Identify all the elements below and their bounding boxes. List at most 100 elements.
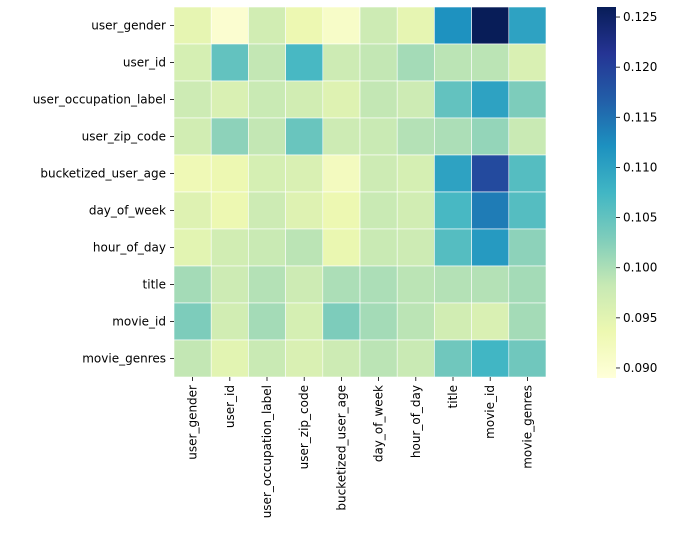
heatmap-cell [173, 43, 212, 82]
heatmap-cell [396, 228, 435, 267]
column-label: user_occupation_label [260, 385, 274, 518]
heatmap-cell [396, 43, 435, 82]
row-labels: user_gender user_id user_occupation_labelu… [33, 19, 174, 366]
row-label: title [143, 278, 166, 292]
colorbar-tick-label: 0.125 [623, 10, 657, 24]
colorbar-gradient [597, 7, 616, 378]
heatmap-cell [396, 6, 435, 45]
heatmap-cell [248, 339, 286, 378]
heatmap-cell [471, 80, 510, 119]
heatmap-cell [396, 154, 435, 193]
heatmap-cell [508, 302, 547, 341]
heatmap-cell [248, 228, 286, 267]
heatmap-cell [285, 43, 324, 82]
heatmap-cell [322, 6, 361, 45]
row-label: hour_of_day [93, 241, 166, 255]
heatmap-cell [322, 228, 361, 267]
heatmap-cell [508, 228, 547, 267]
heatmap-cell [285, 154, 324, 193]
row-label: movie_id [112, 315, 166, 329]
heatmap-cell [210, 302, 249, 341]
heatmap-cell [248, 265, 286, 304]
heatmap-cell [173, 302, 212, 341]
heatmap-cell [359, 117, 398, 156]
heatmap-cell [434, 6, 472, 45]
heatmap-cell [508, 339, 547, 378]
heatmap-cell [322, 339, 361, 378]
heatmap-cell [359, 191, 398, 230]
heatmap-cell [508, 43, 547, 82]
heatmap-cell [173, 339, 212, 378]
heatmap-cell [396, 339, 435, 378]
heatmap-cell [285, 80, 324, 119]
column-label: user_gender [186, 385, 200, 460]
column-label: title [446, 385, 460, 408]
heatmap-cell [434, 302, 472, 341]
heatmap-cell [285, 117, 324, 156]
colorbar-tick-label: 0.105 [623, 211, 657, 225]
heatmap-cell [210, 154, 249, 193]
heatmap-cell [248, 191, 286, 230]
row-label: movie_genres [82, 352, 166, 366]
heatmap-cell [210, 117, 249, 156]
heatmap-cell [248, 43, 286, 82]
heatmap-cell [434, 117, 472, 156]
heatmap-cell [471, 6, 510, 45]
heatmap-cell [396, 191, 435, 230]
heatmap-cell [359, 228, 398, 267]
heatmap-cell [359, 154, 398, 193]
heatmap-cell [359, 43, 398, 82]
heatmap-cell [322, 80, 361, 119]
heatmap-cell [359, 6, 398, 45]
heatmap-cell [285, 6, 324, 45]
heatmap-cell [173, 191, 212, 230]
heatmap-cell [285, 228, 324, 267]
colorbar-ticks: 0.090 0.095 0.100 0.105 0.110 0.115 0.120 0.125 [616, 10, 657, 375]
colorbar-tick-label: 0.090 [623, 361, 657, 375]
column-label: bucketized_user_age [334, 385, 348, 511]
heatmap-cell [210, 228, 249, 267]
heatmap-cell [173, 265, 212, 304]
heatmap-cell [508, 117, 547, 156]
column-label: user_zip_code [297, 385, 311, 469]
heatmap-cell [471, 43, 510, 82]
heatmap-cell [434, 265, 472, 304]
heatmap-cell [248, 302, 286, 341]
heatmap-cell [322, 265, 361, 304]
heatmap-cell [173, 6, 212, 45]
column-label: movie_genres [520, 385, 534, 469]
heatmap-cell [210, 80, 249, 119]
heatmap-cell [434, 154, 472, 193]
heatmap-cell [471, 117, 510, 156]
heatmap-cell [471, 228, 510, 267]
heatmap-cell [285, 265, 324, 304]
heatmap-cell [471, 265, 510, 304]
heatmap-cell [248, 6, 286, 45]
colorbar-tick-label: 0.095 [623, 311, 657, 325]
column-label: day_of_week [372, 385, 386, 462]
heatmap-cell [322, 154, 361, 193]
heatmap-cell [508, 191, 547, 230]
column-label: user_id [223, 385, 237, 428]
colorbar-tick-label: 0.115 [623, 110, 657, 124]
heatmap-cell [396, 117, 435, 156]
heatmap-cell [173, 154, 212, 193]
heatmap-cell [322, 302, 361, 341]
heatmap-cell [359, 339, 398, 378]
row-label: user_zip_code [82, 130, 166, 144]
heatmap-cell [173, 117, 212, 156]
heatmap-cell [248, 154, 286, 193]
row-label: user_occupation_label [33, 93, 166, 107]
heatmap-cell [322, 117, 361, 156]
heatmap-cell [471, 302, 510, 341]
heatmap-cell [434, 43, 472, 82]
heatmap-cell [396, 265, 435, 304]
heatmap-cell [173, 80, 212, 119]
heatmap-cell [508, 265, 547, 304]
colorbar-tick-label: 0.120 [623, 60, 657, 74]
heatmap-cell [173, 228, 212, 267]
column-labels: user_gender user_id user_occupation_label u… [186, 377, 534, 518]
heatmap-cell [508, 154, 547, 193]
heatmap-cell [434, 80, 472, 119]
heatmap-cell [471, 191, 510, 230]
